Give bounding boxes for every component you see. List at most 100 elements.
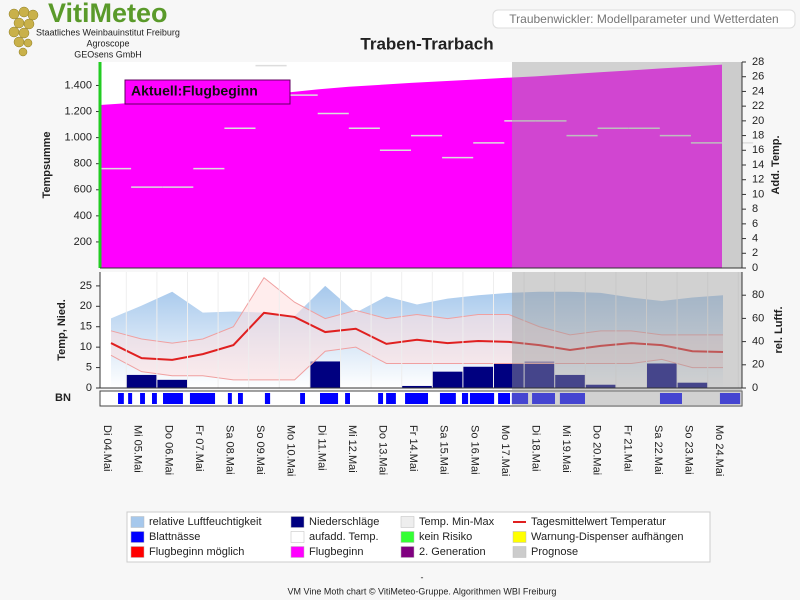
x-tick-label: Mi 19.Mai: [560, 425, 572, 473]
footer: VM Vine Moth chart © VitiMeteo-Gruppe. A…: [288, 586, 557, 596]
legend-label: Warnung-Dispenser aufhängen: [531, 531, 683, 543]
legend-label: aufadd. Temp.: [309, 531, 379, 543]
prognose-shade: [512, 272, 742, 406]
legend-label: Tagesmittelwert Temperatur: [531, 516, 666, 528]
tick-label: 20: [752, 115, 764, 127]
legend-label: Flugbeginn möglich: [149, 546, 244, 558]
strip-segment: [319, 393, 339, 404]
strip-segment: [659, 393, 682, 404]
legend-label: Temp. Min-Max: [419, 516, 495, 528]
x-tick-label: Di 04.Mai: [101, 425, 113, 471]
legend-label: relative Luftfeuchtigkeit: [149, 516, 262, 528]
tick-label: 28: [752, 56, 764, 68]
logo: VitiMeteo: [48, 0, 168, 28]
x-tick-label: So 23.Mai: [682, 425, 694, 475]
strip-segment: [118, 393, 124, 404]
tick-label: 800: [74, 158, 92, 170]
tick-label: 1.000: [64, 132, 92, 144]
tick-label: 15: [80, 321, 92, 333]
strip-segment: [237, 393, 243, 404]
app-title-box: [492, 9, 796, 29]
legend-label: Prognose: [531, 546, 578, 558]
bar: [524, 361, 555, 388]
chart-title: Traben-Trarbach: [360, 34, 493, 53]
tick-label: 200: [74, 236, 92, 248]
tick-label: 40: [752, 336, 764, 348]
lower-chart: Mo 24.Mai 0 5 10 15 20 25 0 20 40 60 80 Di 04.Mai Mi …: [80, 272, 764, 476]
x-tick-label: Mo 17.Mai: [499, 425, 511, 476]
footer-dash: -: [421, 572, 424, 582]
bar: [677, 382, 708, 388]
tick-label: 80: [752, 289, 764, 301]
x-tick-label: Fr 14.Mai: [407, 425, 419, 471]
x-tick-label: Mi 12.Mai: [346, 425, 358, 473]
legend-label: Niederschläge: [309, 516, 379, 528]
legend-swatch: [130, 546, 145, 558]
area: [100, 64, 722, 268]
legend-items: relative Luftfeuchtigkeit Blattnässe Flugb…: [130, 516, 683, 558]
bar: [309, 361, 341, 388]
strip-segment: [128, 393, 133, 404]
strip-segment: [345, 393, 350, 404]
tick-label: 10: [752, 188, 764, 200]
strip-segment: [386, 393, 396, 404]
strip-segment: [152, 393, 157, 404]
tick-label: 18: [752, 129, 764, 141]
prognose-end: [722, 62, 742, 268]
tick-label: 4: [752, 232, 758, 244]
legend-swatch: [400, 531, 415, 543]
y2-axis-label: rel. Luftf.: [773, 306, 785, 353]
band-high: [110, 276, 723, 344]
org: Agroscope: [86, 38, 129, 48]
bar: [462, 366, 494, 388]
prognose-shade: [512, 62, 742, 268]
tick-label: 24: [752, 85, 764, 97]
tick-label: 6: [752, 218, 758, 230]
annotation: Aktuell:Flugbeginn: [124, 79, 291, 105]
strip-segment: [264, 393, 271, 404]
x-tick-label: Do 20.Mai: [591, 425, 603, 475]
legend-label: 2. Generation: [419, 546, 486, 558]
bar: [401, 385, 433, 388]
annotation-box: [124, 79, 291, 105]
tick-label: 12: [752, 174, 764, 186]
legend-label: Flugbeginn: [309, 546, 363, 558]
app-title: Traubenwickler: Modellparameter und Wett…: [509, 12, 778, 26]
legend-label: Blattnässe: [149, 531, 200, 543]
legend-swatch: [512, 546, 527, 558]
band: [111, 277, 723, 380]
strip-label: BN: [55, 392, 71, 404]
legend: [126, 511, 711, 563]
tick-label: 26: [752, 71, 764, 83]
strip-segment: [189, 393, 216, 404]
strip-segment: [163, 393, 183, 404]
tick-label: 0: [752, 382, 758, 394]
tick-label: 1.400: [64, 79, 92, 91]
tick-label: 600: [74, 184, 92, 196]
strip-segment: [511, 393, 529, 404]
legend-swatch: [290, 531, 305, 543]
strip-segment: [439, 393, 456, 404]
legend-swatch: [400, 516, 415, 528]
tick-label: 2: [752, 247, 758, 259]
tick-label: 8: [752, 203, 758, 215]
tick-label: 0: [752, 262, 758, 274]
x-tick-label: So 16.Mai: [468, 425, 480, 475]
strip-segment: [532, 393, 556, 404]
tick-label: 14: [752, 159, 764, 171]
legend-swatch: [290, 546, 305, 558]
strip-segment: [300, 393, 306, 404]
x-tick-label: Sa 15.Mai: [438, 425, 450, 475]
logo-icon: [8, 6, 39, 57]
strip-segment: [405, 393, 429, 404]
x-tick-label: Do 13.Mai: [376, 425, 388, 475]
tick-label: 60: [752, 312, 764, 324]
bar: [493, 363, 525, 388]
y-axis-label: Temp, Nied.: [56, 299, 68, 361]
tick-label: 20: [752, 359, 764, 371]
strip-segment: [378, 393, 384, 404]
tick-label: 0: [86, 382, 92, 394]
tick-label: 20: [80, 300, 92, 312]
band-low: [110, 346, 723, 381]
x-tick-label: Mo 24.Mai: [713, 425, 725, 476]
